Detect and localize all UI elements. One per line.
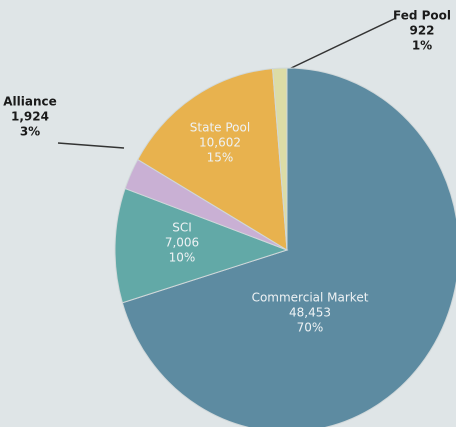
- slice-category-label: Fed Pool: [393, 9, 451, 23]
- slice-percent-label: 70%: [297, 321, 324, 335]
- slice-category-label: Commercial Market: [252, 291, 369, 305]
- slice-value-label: 922: [409, 24, 434, 38]
- slice-value-label: 10,602: [199, 136, 241, 150]
- slice-percent-label: 3%: [20, 125, 40, 139]
- slice-percent-label: 10%: [169, 251, 196, 265]
- slice-percent-label: 15%: [207, 151, 234, 165]
- pie-slice: [121, 67, 456, 427]
- slice-value-label: 48,453: [289, 306, 331, 320]
- slice-category-label: Alliance: [3, 95, 57, 109]
- slice-value-label: 7,006: [165, 236, 199, 250]
- leader-line: [57, 142, 125, 149]
- pie-slice: [137, 68, 288, 251]
- slice-category-label: State Pool: [190, 121, 250, 135]
- pie-slice: [272, 67, 288, 251]
- leader-line: [286, 17, 397, 71]
- slice-value-label: 1,924: [11, 110, 49, 124]
- slice-percent-label: 1%: [412, 39, 432, 53]
- slice-category-label: SCI: [172, 221, 192, 235]
- pie-slice: [114, 187, 289, 304]
